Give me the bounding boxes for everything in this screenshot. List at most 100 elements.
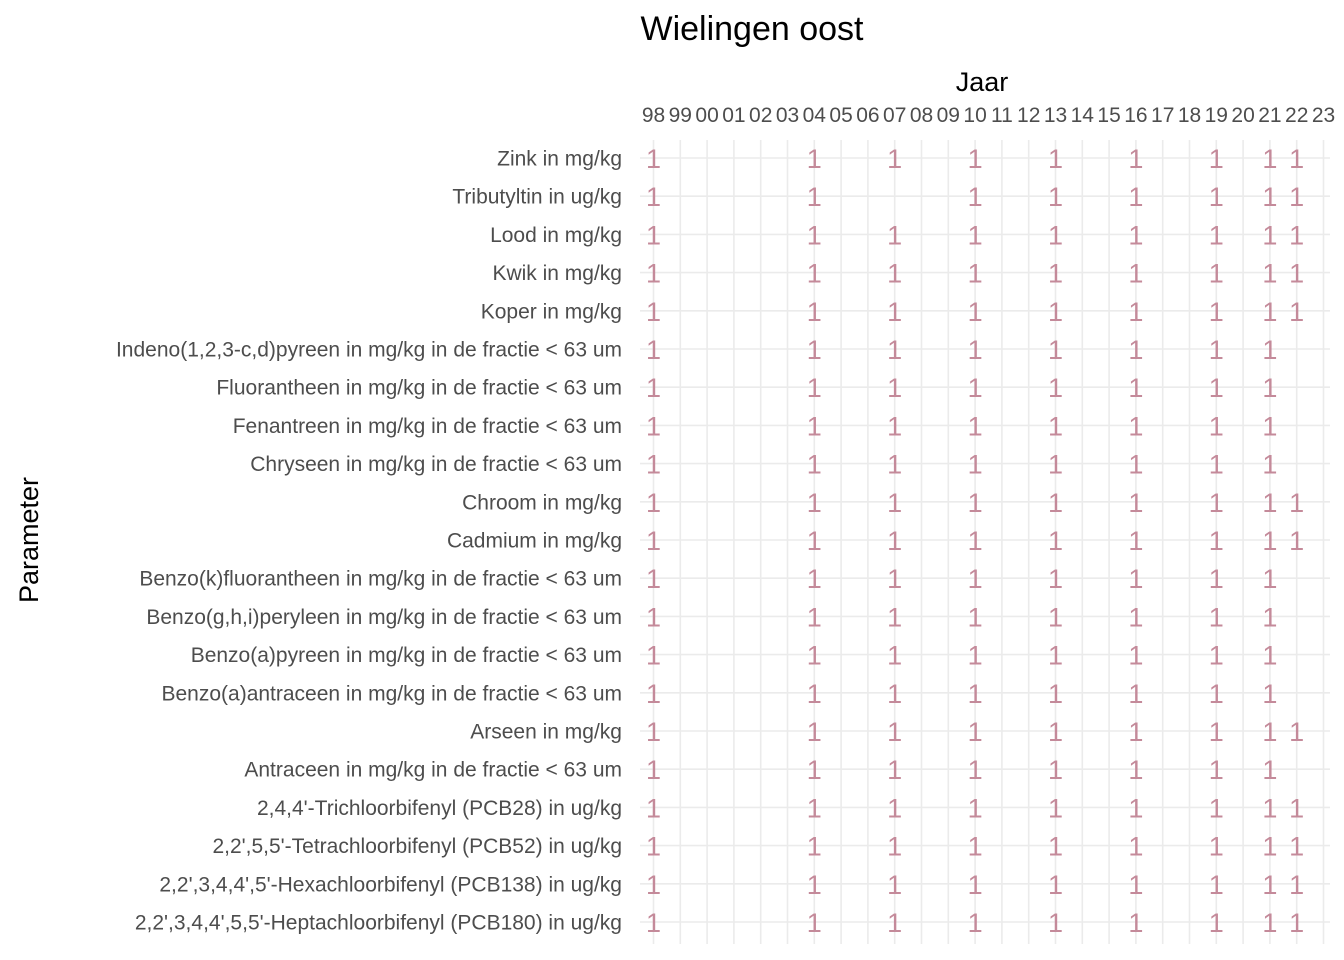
cell-mark: 1 bbox=[807, 564, 822, 594]
x-tick-label: 04 bbox=[803, 104, 827, 127]
cell-mark: 1 bbox=[646, 602, 661, 632]
cell-mark: 1 bbox=[807, 526, 822, 556]
cell-mark: 1 bbox=[1128, 220, 1143, 250]
cell-mark: 1 bbox=[1128, 144, 1143, 174]
cell-mark: 1 bbox=[646, 564, 661, 594]
cell-mark: 1 bbox=[1289, 526, 1304, 556]
cell-mark: 1 bbox=[968, 297, 983, 327]
x-tick-label: 09 bbox=[937, 104, 960, 127]
cell-mark: 1 bbox=[1209, 641, 1224, 671]
cell-mark: 1 bbox=[807, 144, 822, 174]
cell-mark: 1 bbox=[1289, 488, 1304, 518]
cell-mark: 1 bbox=[1209, 411, 1224, 441]
y-tick-label: Benzo(k)fluorantheen in mg/kg in de frac… bbox=[139, 568, 622, 591]
cell-mark: 1 bbox=[1209, 755, 1224, 785]
cell-mark: 1 bbox=[1262, 832, 1277, 862]
cell-mark: 1 bbox=[1128, 297, 1143, 327]
cell-mark: 1 bbox=[968, 220, 983, 250]
cell-mark: 1 bbox=[1128, 182, 1143, 212]
cell-mark: 1 bbox=[1048, 297, 1063, 327]
cell-mark: 1 bbox=[1048, 908, 1063, 938]
y-tick-label: Arseen in mg/kg bbox=[470, 721, 622, 744]
cell-mark: 1 bbox=[646, 450, 661, 480]
cell-mark: 1 bbox=[968, 373, 983, 403]
cell-mark: 1 bbox=[807, 488, 822, 518]
x-tick-label: 03 bbox=[776, 104, 799, 127]
cell-mark: 1 bbox=[1262, 755, 1277, 785]
cell-mark: 1 bbox=[807, 602, 822, 632]
x-tick-label: 00 bbox=[695, 104, 718, 127]
grid-lines bbox=[640, 140, 1330, 944]
cell-mark: 1 bbox=[1209, 832, 1224, 862]
cell-mark: 1 bbox=[1128, 870, 1143, 900]
y-tick-label: Benzo(g,h,i)peryleen in mg/kg in de frac… bbox=[146, 606, 622, 629]
cell-mark: 1 bbox=[1289, 908, 1304, 938]
cell-mark: 1 bbox=[1262, 411, 1277, 441]
cell-mark: 1 bbox=[1209, 526, 1224, 556]
cell-mark: 1 bbox=[1262, 335, 1277, 365]
x-tick-label: 14 bbox=[1071, 104, 1095, 127]
cell-mark: 1 bbox=[968, 641, 983, 671]
cell-mark: 1 bbox=[887, 488, 902, 518]
y-tick-label: Benzo(a)antraceen in mg/kg in de fractie… bbox=[161, 682, 622, 705]
x-tick-labels: 98 99 00 01 02 03 04 05 06 07 08 09 10 11 12 13 14 15 16 17… bbox=[642, 104, 1335, 127]
cell-mark: 1 bbox=[1048, 564, 1063, 594]
cell-mark: 1 bbox=[1128, 755, 1143, 785]
cell-mark: 1 bbox=[887, 373, 902, 403]
cell-mark: 1 bbox=[646, 335, 661, 365]
cell-mark: 1 bbox=[646, 679, 661, 709]
cell-mark: 1 bbox=[1209, 182, 1224, 212]
cell-mark: 1 bbox=[1048, 411, 1063, 441]
cell-mark: 1 bbox=[1048, 755, 1063, 785]
y-tick-label: 2,2',5,5'-Tetrachloorbifenyl (PCB52) in … bbox=[212, 835, 622, 858]
cell-mark: 1 bbox=[968, 564, 983, 594]
x-tick-label: 20 bbox=[1231, 104, 1254, 127]
x-tick-label: 07 bbox=[883, 104, 906, 127]
cell-mark: 1 bbox=[646, 297, 661, 327]
cell-mark: 1 bbox=[887, 335, 902, 365]
cell-mark: 1 bbox=[968, 335, 983, 365]
cell-mark: 1 bbox=[887, 641, 902, 671]
cell-mark: 1 bbox=[1048, 641, 1063, 671]
cell-mark: 1 bbox=[1262, 488, 1277, 518]
cell-mark: 1 bbox=[1209, 297, 1224, 327]
cell-mark: 1 bbox=[1209, 717, 1224, 747]
cell-mark: 1 bbox=[1048, 182, 1063, 212]
cell-mark: 1 bbox=[887, 297, 902, 327]
cell-mark: 1 bbox=[1048, 335, 1063, 365]
x-tick-label: 19 bbox=[1205, 104, 1228, 127]
cell-mark: 1 bbox=[646, 641, 661, 671]
x-tick-label: 11 bbox=[991, 104, 1013, 127]
cell-mark: 1 bbox=[646, 144, 661, 174]
cell-mark: 1 bbox=[968, 793, 983, 823]
cell-mark: 1 bbox=[968, 526, 983, 556]
x-tick-label: 05 bbox=[829, 104, 852, 127]
cell-mark: 1 bbox=[1262, 793, 1277, 823]
x-tick-label: 02 bbox=[749, 104, 772, 127]
cell-mark: 1 bbox=[1262, 373, 1277, 403]
cell-mark: 1 bbox=[1209, 144, 1224, 174]
cell-mark: 1 bbox=[807, 182, 822, 212]
cell-mark: 1 bbox=[1048, 793, 1063, 823]
cell-mark: 1 bbox=[646, 373, 661, 403]
cell-mark: 1 bbox=[1048, 144, 1063, 174]
cell-mark: 1 bbox=[1289, 870, 1304, 900]
cell-mark: 1 bbox=[1048, 717, 1063, 747]
cell-mark: 1 bbox=[968, 450, 983, 480]
cell-mark: 1 bbox=[968, 832, 983, 862]
chart-title: Wielingen oost bbox=[640, 10, 864, 48]
cell-mark: 1 bbox=[1048, 488, 1063, 518]
cell-mark: 1 bbox=[1289, 793, 1304, 823]
cell-mark: 1 bbox=[887, 526, 902, 556]
y-axis-title: Parameter bbox=[14, 477, 44, 603]
cell-mark: 1 bbox=[1262, 182, 1277, 212]
cell-mark: 1 bbox=[1289, 832, 1304, 862]
cell-mark: 1 bbox=[968, 144, 983, 174]
x-tick-label: 08 bbox=[910, 104, 933, 127]
cell-marks: 1 1 1 1 1 1 1 1 1 1 1 1 1 1 1 1 1 1 1 1 1 1 1 1 1 1 1 1 1 1 1 1 1 1 1 1 1 1 1 1… bbox=[646, 144, 1304, 938]
cell-mark: 1 bbox=[1128, 564, 1143, 594]
cell-mark: 1 bbox=[1289, 182, 1304, 212]
cell-mark: 1 bbox=[1128, 793, 1143, 823]
y-tick-label: Chroom in mg/kg bbox=[462, 491, 622, 514]
